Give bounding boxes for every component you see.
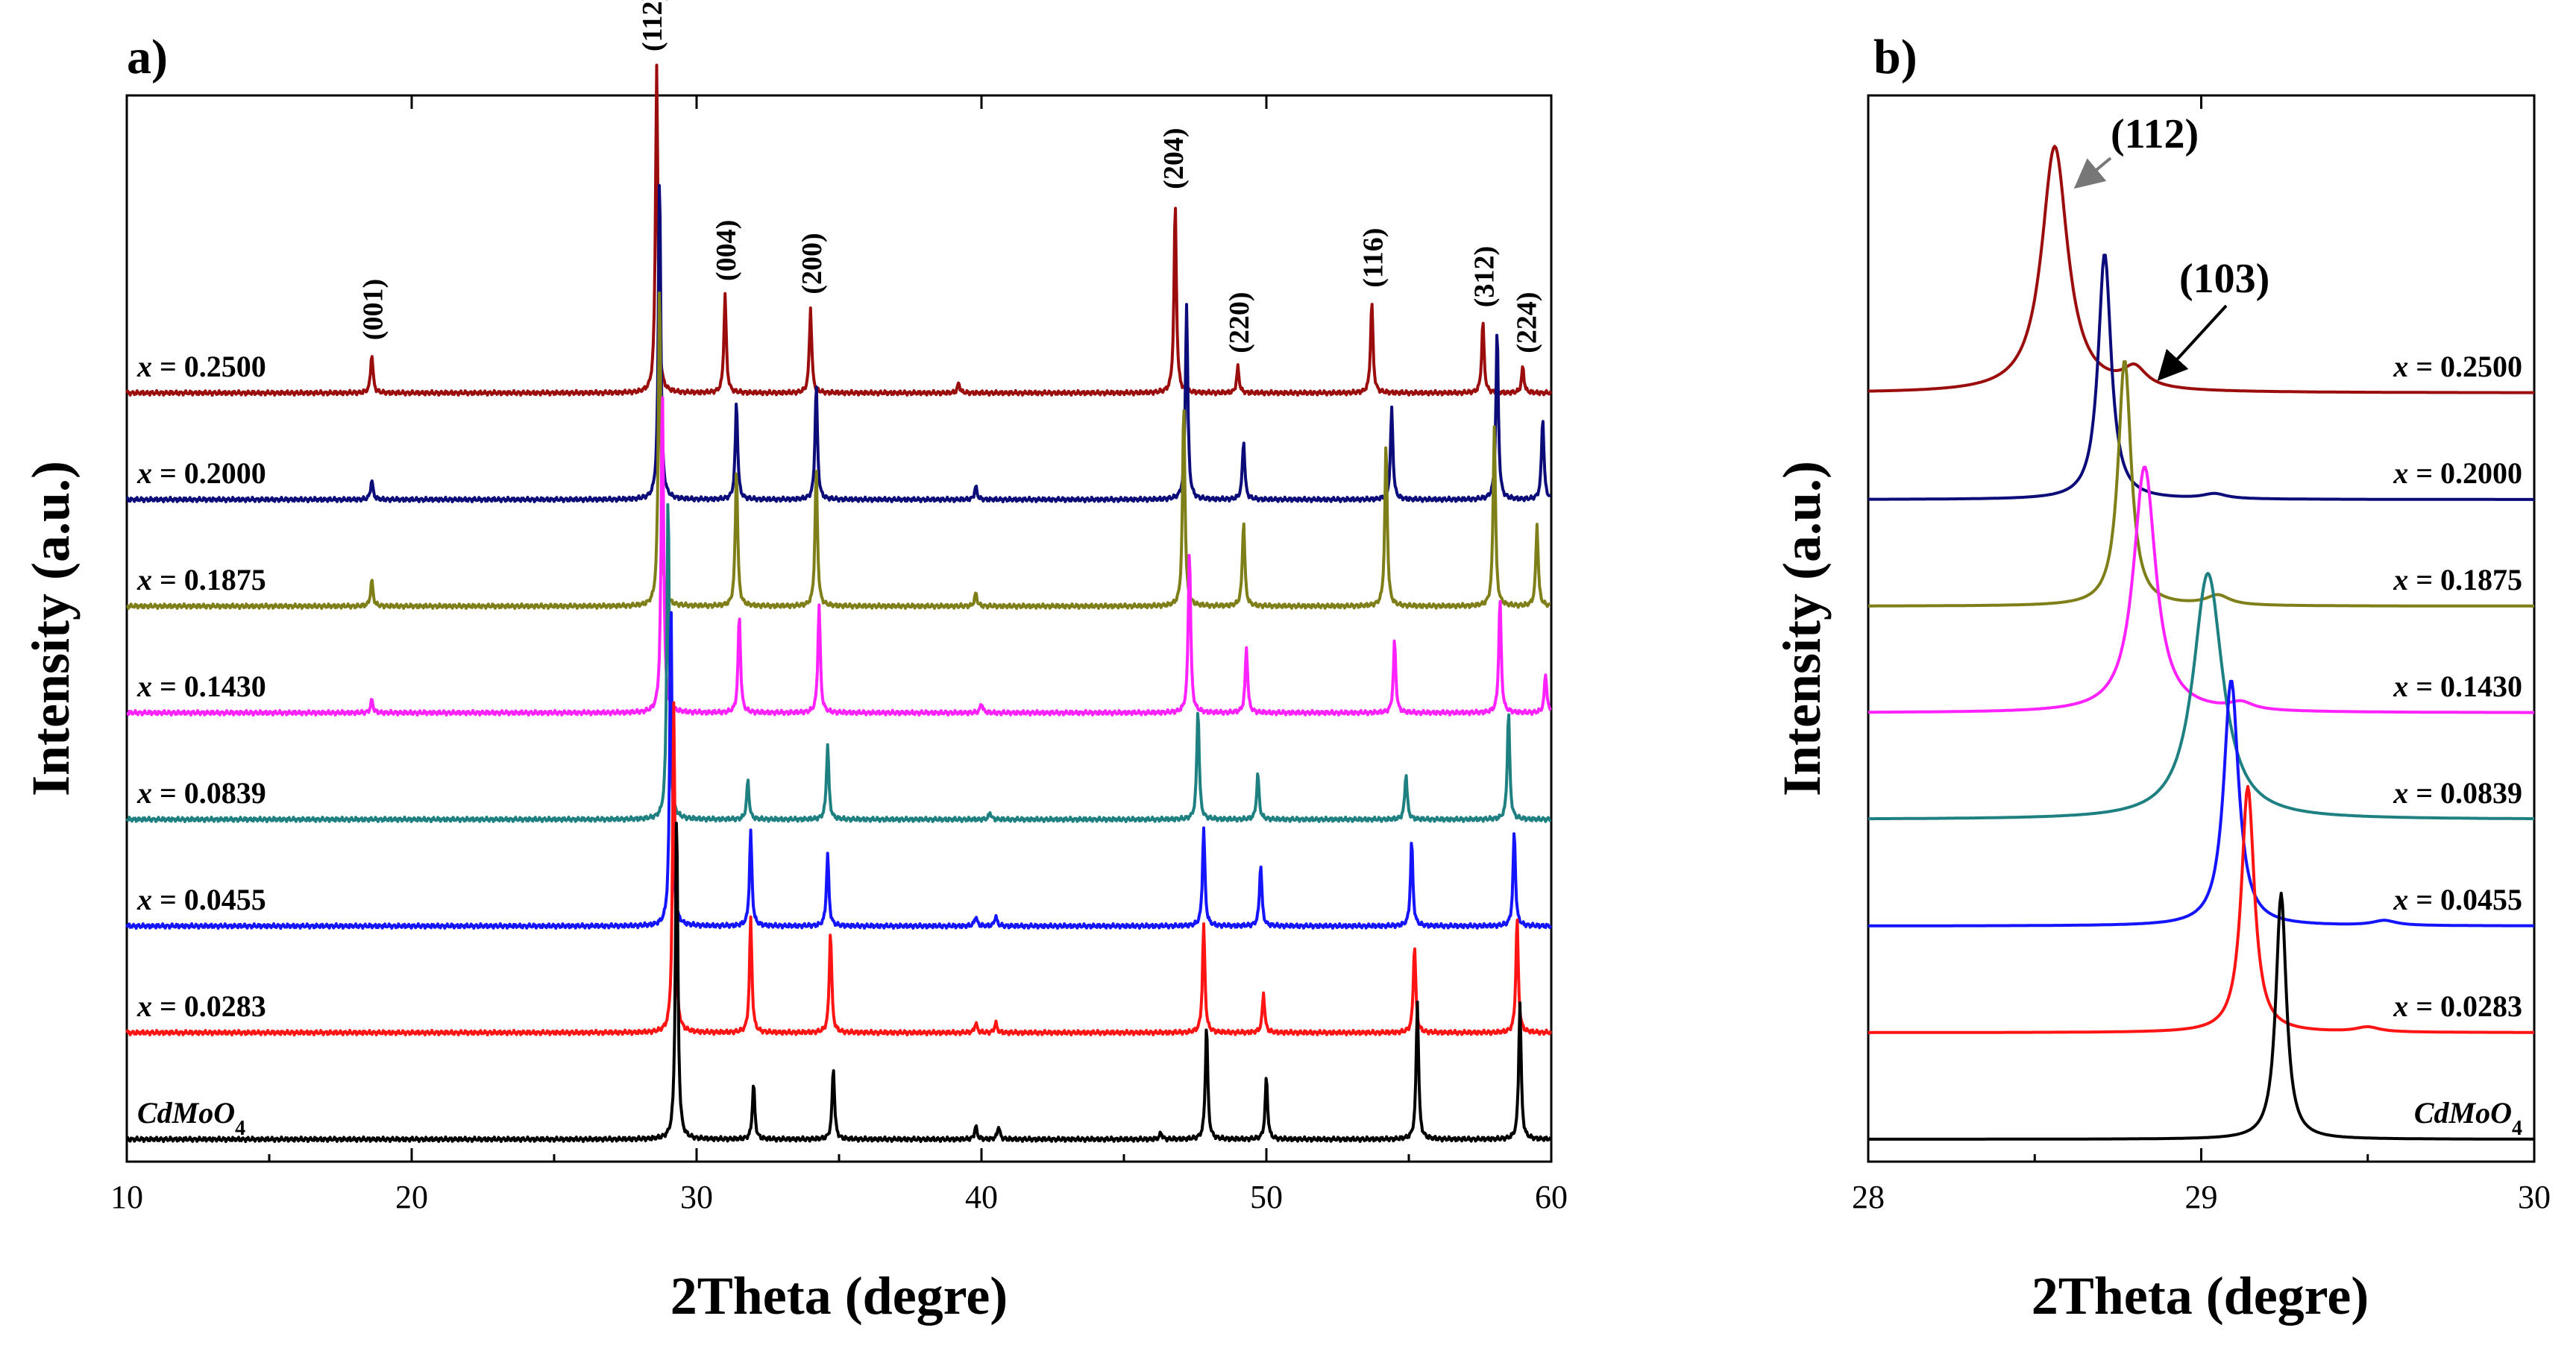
panel-a-chart: a) x = 0.2500 x = 0.2000 x = 0.1875 x = 0.1… [21, 0, 1568, 1326]
panel-a-annotation-200: (200) [797, 233, 828, 294]
panel-a-series-x-0-0839 [125, 503, 1552, 824]
panel-a-label-x-0-0455: x = 0.0455 [136, 883, 266, 916]
panel-a-annotation-116: (116) [1357, 228, 1389, 288]
panel-a-annotation-004: (004) [711, 220, 742, 281]
panel-a-label-x-0-2000: x = 0.2000 [136, 456, 266, 490]
panel-b-x-axis: 28 29 30 [1852, 95, 2551, 1215]
panel-a-annotation-224: (224) [1512, 292, 1543, 353]
panel-a-frame [125, 94, 1553, 1163]
panel-a-y-axis-title: Intensity (a.u.) [21, 461, 81, 796]
panel-b-arrow-103 [2157, 304, 2228, 381]
panel-a-tick-label-30: 30 [680, 1179, 713, 1215]
panel-a-traces [125, 63, 1553, 1143]
panel-a-label-x-0-2500: x = 0.2500 [136, 350, 266, 383]
panel-b-tick-label-30: 30 [2518, 1179, 2551, 1215]
panel-a-label-x-0-1875: x = 0.1875 [136, 563, 266, 596]
panel-a-label: a) [127, 30, 168, 84]
panel-a-label-cdmoo4: CdMoO4 [137, 1096, 245, 1140]
panel-b-y-axis-title: Intensity (a.u.) [1772, 461, 1832, 796]
panel-a-tick-label-60: 60 [1535, 1179, 1568, 1215]
panel-b-annotation-103: (103) [2179, 256, 2269, 302]
panel-a-series-x-0-2000 [125, 183, 1552, 504]
panel-a-tick-label-20: 20 [395, 1179, 428, 1215]
panel-a-annotation-312: (312) [1468, 246, 1500, 307]
panel-b-label: b) [1873, 30, 1917, 84]
panel-b-label-x-0-0839: x = 0.0839 [2393, 776, 2522, 810]
panel-b-series-x-0-0283 [1867, 784, 2535, 1034]
panel-a-series-x-0-0455 [125, 611, 1553, 931]
panel-a-annotation-204: (204) [1158, 127, 1190, 189]
panel-a-label-x-0-0839: x = 0.0839 [136, 776, 266, 810]
panel-a-label-x-0-1430: x = 0.1430 [136, 670, 266, 703]
panel-b-series-x-0-0839 [1867, 572, 2535, 821]
panel-a-label-x-0-0283: x = 0.0283 [136, 989, 266, 1023]
panel-a-series-x-0-1875 [126, 291, 1552, 611]
panel-b-chart: b) x = 0.2500 x = 0.2000 x = 0.1875 x = 0.1… [1772, 30, 2551, 1326]
panel-b-annotation-112: (112) [2111, 111, 2199, 157]
panel-a-series-x-0-2500 [125, 63, 1553, 397]
panel-b-peak-annotations: (112) (103) [2073, 111, 2269, 381]
panel-a-tick-label-40: 40 [965, 1179, 998, 1215]
panel-a-x-axis-title: 2Theta (degre) [670, 1266, 1008, 1326]
panel-a-annotation-001: (001) [358, 279, 389, 340]
panel-a-series-cdmoo4 [125, 822, 1552, 1143]
panel-b-label-x-0-0455: x = 0.0455 [2393, 883, 2522, 916]
panel-b-x-axis-title: 2Theta (degre) [2032, 1266, 2369, 1326]
panel-a-tick-label-10: 10 [110, 1179, 143, 1215]
panel-a-series-x-0-1430 [126, 396, 1552, 717]
panel-a-peak-annotations: (001) (112) (004) (200) (204) (220) (116) (312)… [358, 0, 1543, 353]
panel-a-annotation-220: (220) [1224, 292, 1255, 353]
panel-a-sample-labels: x = 0.2500 x = 0.2000 x = 0.1875 x = 0.1430… [136, 350, 266, 1140]
panel-b-tick-label-29: 29 [2185, 1179, 2218, 1215]
panel-b-series-x-0-2000 [1867, 254, 2535, 501]
panel-b-series-x-0-2500 [1867, 145, 2535, 394]
panel-b-label-cdmoo4: CdMoO4 [2414, 1096, 2522, 1140]
panel-b-label-x-0-2000: x = 0.2000 [2393, 456, 2522, 490]
panel-b-label-x-0-2500: x = 0.2500 [2393, 350, 2522, 383]
panel-b-traces [1867, 145, 2535, 1141]
panel-a-series-x-0-0283 [125, 701, 1553, 1036]
panel-b-label-x-0-1875: x = 0.1875 [2393, 563, 2522, 596]
panel-b-label-x-0-0283: x = 0.0283 [2393, 989, 2522, 1023]
panel-b-tick-label-28: 28 [1852, 1179, 1885, 1215]
panel-b-series-x-0-0455 [1867, 679, 2535, 928]
panel-a-tick-label-50: 50 [1250, 1179, 1283, 1215]
panel-b-label-x-0-1430: x = 0.1430 [2393, 670, 2522, 703]
panel-b-sample-labels: x = 0.2500 x = 0.2000 x = 0.1875 x = 0.1430… [2393, 350, 2522, 1140]
panel-b-arrow-112 [2073, 157, 2112, 189]
panel-b-series-x-0-1430 [1867, 465, 2535, 714]
panel-b-series-cdmoo4 [1867, 892, 2535, 1141]
panel-a-annotation-112: (112) [637, 0, 668, 51]
panel-a-x-axis: 10 20 30 40 50 60 [110, 95, 1568, 1215]
